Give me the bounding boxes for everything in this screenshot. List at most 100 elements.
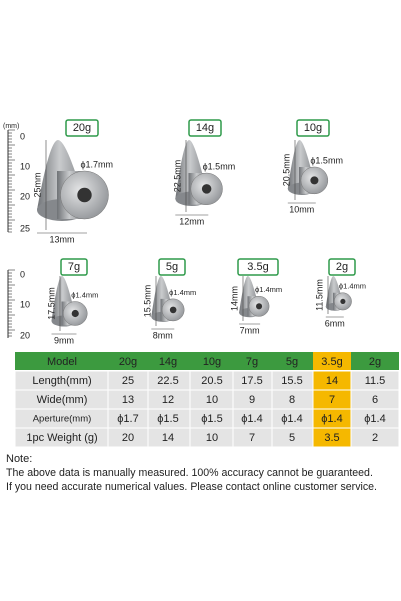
weight-tag-label: 2g	[336, 261, 348, 273]
weight-tag-label: 3.5g	[247, 261, 268, 273]
table-cell: 14	[326, 375, 338, 387]
table-cell: 20	[122, 432, 134, 444]
table-header-cell: Model	[47, 356, 77, 368]
table-cell-bg	[190, 390, 233, 409]
height-label: 25mm	[32, 172, 42, 197]
weight-tag	[296, 119, 330, 137]
table-cell-bg	[15, 409, 108, 428]
aperture-label: ϕ1.4mm	[339, 282, 366, 291]
table-cell: 10	[206, 432, 218, 444]
width-label: 9mm	[54, 335, 74, 345]
sinker-hole	[71, 309, 79, 318]
table-header-cell: 2g	[369, 356, 381, 368]
weight-tag	[60, 258, 88, 276]
weight-tag-label: 10g	[304, 122, 322, 134]
width-label: 12mm	[179, 216, 204, 226]
weight-tag-label: 7g	[68, 261, 80, 273]
table-cell-bg	[190, 409, 233, 428]
width-label: 6mm	[325, 318, 345, 328]
product: 7g 17.5mm 9mm ϕ1.4mm	[46, 258, 98, 345]
table-cell: Wide(mm)	[37, 394, 88, 406]
sinker-hole	[77, 187, 92, 203]
weight-tag	[328, 258, 356, 276]
table-cell: ϕ1.5	[157, 413, 178, 425]
table-cell: ϕ1.7	[117, 413, 138, 425]
table-cell-bg	[148, 409, 190, 428]
table-cell: Aperture(mm)	[33, 414, 92, 425]
table-cell-bg	[272, 390, 313, 409]
table-cell-bg	[233, 371, 272, 390]
note-line: If you need accurate numerical values. P…	[6, 481, 377, 493]
table-cell: 1pc Weight (g)	[26, 432, 97, 444]
table-cell: 22.5	[157, 375, 178, 387]
table-cell: 15.5	[281, 375, 302, 387]
weight-tag	[158, 258, 186, 276]
height-label: 15.5mm	[142, 285, 152, 318]
table-cell-bg	[148, 371, 190, 390]
table-cell: 3.5	[324, 432, 339, 444]
sinker-hole	[256, 303, 263, 310]
table-cell: ϕ1.4	[241, 413, 262, 425]
table-cell-bg	[313, 371, 351, 390]
product: 10g 20.5mm 10mm ϕ1.5mm	[281, 119, 343, 214]
table-cell-bg	[272, 428, 313, 447]
ruler-label: 10	[20, 161, 30, 171]
table-header-cell: 3.5g	[321, 356, 342, 368]
product: 14g 22.5mm 12mm ϕ1.5mm	[172, 119, 236, 226]
table-header-cell: 20g	[119, 356, 137, 368]
table-cell: 14	[162, 432, 174, 444]
weight-tag-label: 14g	[196, 122, 214, 134]
product: 5g 15.5mm 8mm ϕ1.4mm	[142, 258, 196, 340]
table-cell: ϕ1.4	[364, 413, 385, 425]
table-cell: 6	[372, 394, 378, 406]
table-cell-bg	[108, 428, 148, 447]
table-cell: 8	[289, 394, 295, 406]
aperture-label: ϕ1.4mm	[255, 285, 282, 294]
width-label: 7mm	[240, 325, 260, 335]
table-header-cell: 10g	[203, 356, 221, 368]
sinker-hole	[310, 176, 319, 185]
weight-tag	[188, 119, 222, 137]
aperture-label: ϕ1.5mm	[203, 161, 236, 171]
height-label: 20.5mm	[281, 154, 291, 187]
table-cell-bg	[148, 390, 190, 409]
table-cell: 17.5	[241, 375, 262, 387]
table-cell-bg	[272, 371, 313, 390]
note-title: Note:	[6, 453, 32, 465]
table-cell-bg	[190, 371, 233, 390]
table-cell-bg	[351, 428, 399, 447]
table-cell: Length(mm)	[32, 375, 91, 387]
table-cell-bg	[233, 428, 272, 447]
width-label: 10mm	[289, 204, 314, 214]
table-cell-bg	[313, 428, 351, 447]
table-cell: ϕ1.4	[281, 413, 302, 425]
table-cell-bg	[313, 390, 351, 409]
aperture-label: ϕ1.4mm	[71, 290, 98, 299]
ruler-label: 25	[20, 223, 30, 233]
table-cell-bg	[15, 390, 108, 409]
product: 3.5g 14mm 7mm ϕ1.4mm	[229, 258, 282, 335]
table-cell: 5	[289, 432, 295, 444]
ruler-label: 0	[20, 269, 25, 279]
aperture-label: ϕ1.4mm	[169, 288, 196, 297]
table-cell-bg	[351, 409, 399, 428]
ruler-unit: (mm)	[3, 123, 19, 130]
table-cell: 9	[249, 394, 255, 406]
table-header-cell: 14g	[159, 356, 177, 368]
table-cell-bg	[351, 390, 399, 409]
table-cell: 10	[206, 394, 218, 406]
table-cell: 2	[372, 432, 378, 444]
aperture-label: ϕ1.5mm	[310, 155, 343, 165]
width-label: 13mm	[49, 234, 74, 244]
table-cell: 12	[162, 394, 174, 406]
table-header-bg	[15, 352, 399, 370]
table-cell-bg	[15, 428, 108, 447]
note-line: The above data is manually measured. 100…	[6, 467, 373, 479]
ruler-label: 0	[20, 131, 25, 141]
sinker-hole	[201, 184, 212, 194]
table-cell: 25	[122, 375, 134, 387]
sinker-hole	[340, 298, 346, 304]
sinker-hole	[169, 306, 177, 314]
table-cell: ϕ1.4	[321, 413, 342, 425]
